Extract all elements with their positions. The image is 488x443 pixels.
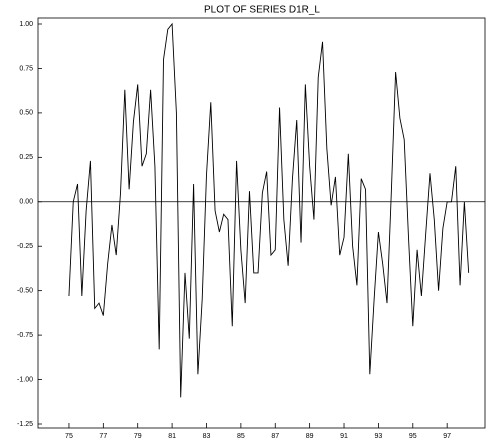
x-tick-label: 87 (271, 433, 279, 440)
x-tick-label: 75 (65, 433, 73, 440)
x-tick-label: 91 (340, 433, 348, 440)
x-tick-label: 85 (237, 433, 245, 440)
x-tick-label: 83 (203, 433, 211, 440)
chart-title: PLOT OF SERIES D1R_L (204, 5, 320, 16)
x-tick-label: 97 (443, 433, 451, 440)
y-tick-label: 1.00 (19, 21, 33, 28)
x-tick-label: 79 (134, 433, 142, 440)
y-tick-label: -0.50 (17, 288, 33, 295)
x-tick-label: 81 (168, 433, 176, 440)
y-tick-label: 0.25 (19, 154, 33, 161)
series-line (68, 22, 470, 398)
y-tick-label: 0.00 (19, 199, 33, 206)
y-tick-label: -1.00 (17, 376, 33, 383)
y-tick-label: -1.25 (17, 421, 33, 428)
x-tick-label: 89 (306, 433, 314, 440)
plot-frame (37, 17, 486, 429)
y-tick-label: -0.75 (17, 332, 33, 339)
y-tick-label: 0.50 (19, 110, 33, 117)
x-tick-label: 77 (99, 433, 107, 440)
y-tick-label: -0.25 (17, 243, 33, 250)
y-tick-label: 0.75 (19, 65, 33, 72)
x-tick-label: 93 (375, 433, 383, 440)
x-tick-label: 95 (409, 433, 417, 440)
